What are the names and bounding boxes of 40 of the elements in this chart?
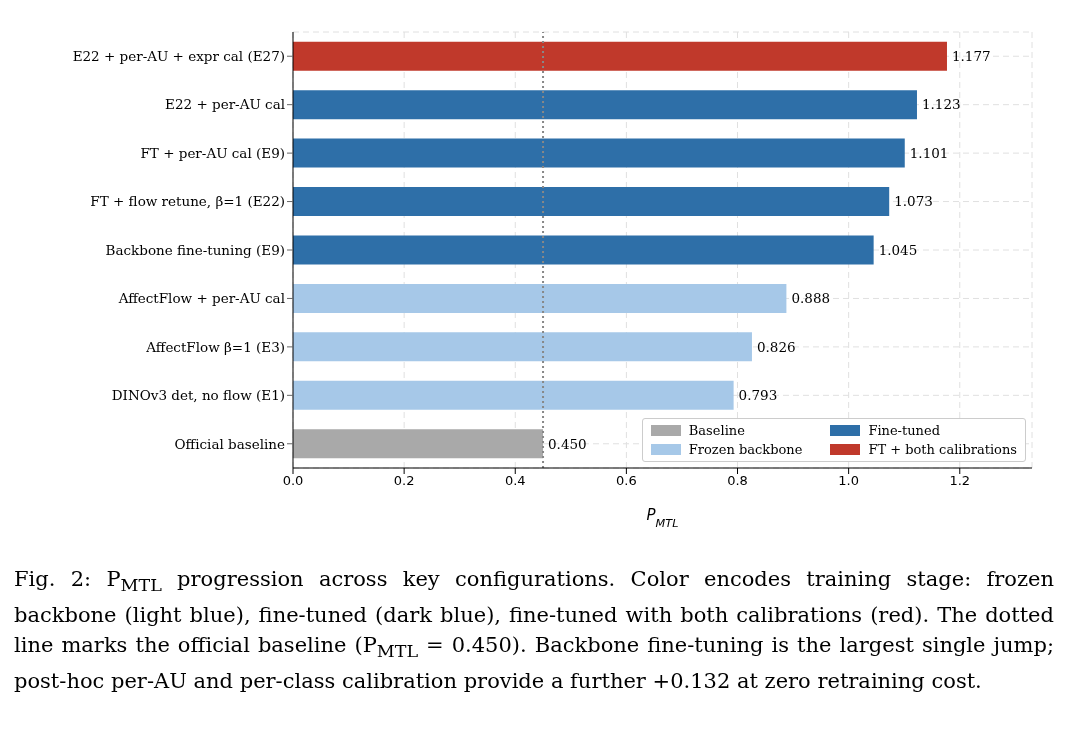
x-tick-label: 1.0 (838, 473, 859, 489)
data-label: 0.793 (738, 387, 778, 404)
bar (293, 380, 734, 410)
bar (293, 429, 544, 459)
y-tick-label: DINOv3 det, no flow (E1) (111, 387, 285, 404)
data-label: 0.450 (548, 435, 587, 452)
y-tick-label: Backbone fine-tuning (E9) (105, 241, 285, 258)
data-label: 0.888 (791, 290, 831, 307)
x-tick-label: 0.2 (393, 473, 415, 489)
bar (293, 187, 890, 217)
bar (293, 138, 905, 168)
data-label: 0.826 (756, 338, 796, 355)
caption: Fig. 2: P$_{MTL}$ progression across key configurations. Color encodes training stage: frozen backbone (light blue), fine-tuned (dark blue), fine-tuned with both calibrations (red). The dotted line marks the official baseline (P$_{MTL}$ = 0.450). Backbone fine-tuning is the largest single jump; post-hoc per-AU and per-class calibration provide a further +0.132 at zero retraining cost. (13, 566, 1055, 696)
bar (293, 41, 947, 71)
bar (293, 90, 917, 120)
y-tick-label: Official baseline (174, 435, 285, 452)
legend-label: FT + both calibrations (868, 442, 1017, 457)
x-tick-label: 0.8 (727, 473, 748, 489)
x-tick-label: 0.4 (504, 473, 526, 489)
data-label: 1.177 (951, 47, 991, 64)
data-label: 1.123 (921, 96, 961, 113)
x-tick-label: 0.0 (282, 473, 304, 489)
y-tick-label: AffectFlow β=1 (E3) (145, 338, 285, 355)
data-label: 1.073 (894, 193, 933, 210)
x-axis-title: P$_{MTL}$ (646, 506, 679, 530)
x-tick-label: 0.6 (616, 473, 637, 489)
legend-label: Frozen backbone (688, 442, 803, 457)
y-tick-label: E22 + per-AU + expr cal (E27) (72, 48, 285, 65)
y-tick-label: AffectFlow + per-AU cal (117, 290, 285, 307)
bar (293, 235, 874, 265)
bar (293, 332, 752, 362)
y-tick-label: FT + per-AU cal (E9) (140, 144, 285, 161)
y-tick-label: FT + flow retune, β=1 (E22) (90, 193, 285, 210)
bar (293, 283, 787, 313)
data-label: 1.045 (878, 241, 918, 258)
y-tick-label: E22 + per-AU cal (165, 96, 285, 113)
x-tick-label: 1.2 (949, 473, 971, 489)
data-label: 1.101 (909, 144, 949, 161)
legend-label: Fine-tuned (868, 423, 940, 438)
legend-label: Baseline (688, 423, 745, 438)
